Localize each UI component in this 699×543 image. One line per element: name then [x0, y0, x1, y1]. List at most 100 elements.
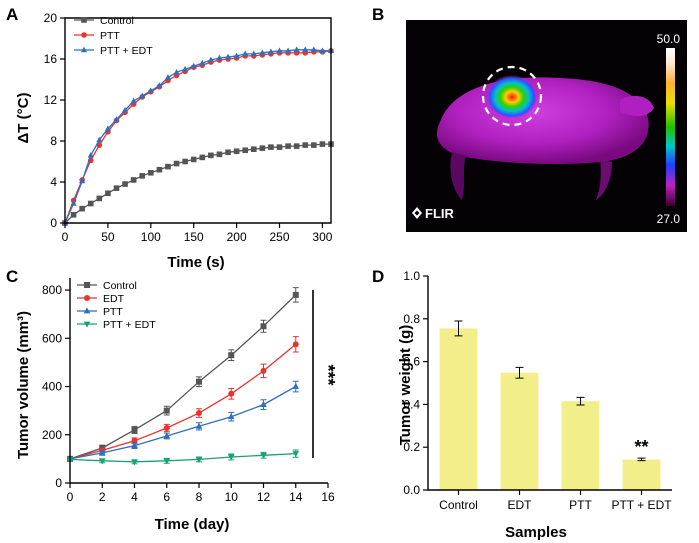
chart-a-data-point: [319, 47, 326, 54]
chart-c-data-point: [131, 442, 138, 449]
chart-a-data-point: [70, 200, 77, 206]
chart-a-data-point: [105, 190, 111, 197]
chart-a-legend-marker: [81, 32, 87, 38]
chart-a-data-point: [216, 54, 223, 61]
chart-c-x-tick-label: 6: [163, 490, 170, 504]
chart-a-data-point: [259, 49, 266, 56]
chart-c-data-point: [227, 413, 235, 420]
chart-c-x-title: Time (day): [155, 516, 230, 533]
chart-a-data-point: [224, 53, 232, 60]
chart-c-legend-label: PTT + EDT: [103, 319, 156, 331]
chart-a-data-point: [242, 147, 248, 154]
chart-d-x-title: Samples: [505, 524, 567, 541]
chart-d-category-label: Control: [439, 498, 478, 512]
chart-a-data-point: [147, 87, 154, 94]
chart-d-tumor-weight: ** 0.0 0.2 0.4 0.6 0.8 1.0 Control EDT PTT PTT + …: [397, 269, 672, 541]
chart-a-data-point: [259, 145, 266, 151]
chart-d-bar: [561, 401, 600, 490]
chart-a-data-point: [113, 116, 120, 122]
chart-d-y-tick-label: 0.2: [403, 440, 420, 454]
chart-d-y-tick-label: 0.0: [403, 483, 420, 497]
chart-a-legend-label: Control: [100, 15, 134, 27]
chart-a-data-point: [182, 65, 189, 72]
chart-c-series-line: [69, 343, 297, 460]
chart-a-data-point: [302, 142, 309, 148]
chart-a-data-point: [113, 185, 120, 191]
chart-c-data-point: [196, 378, 202, 385]
chart-a-x-tick-label: 250: [270, 230, 290, 244]
chart-d-y-tick-label: 0.8: [403, 312, 420, 326]
chart-a-data-point: [156, 166, 163, 173]
chart-a-data-point: [70, 212, 77, 218]
chart-a-data-point: [190, 62, 197, 69]
chart-a-x-tick-label: 300: [312, 230, 332, 244]
chart-c-data-point: [228, 352, 235, 359]
chart-a-series-control: [62, 141, 334, 226]
chart-d-bar: [622, 459, 661, 490]
chart-a-data-point: [216, 151, 223, 158]
chart-c-y-tick-label: 400: [42, 380, 62, 394]
chart-a-data-point: [250, 50, 257, 57]
chart-a-data-point: [276, 144, 283, 150]
panel-letter-d: D: [372, 267, 384, 286]
chart-c-data-point: [292, 291, 299, 298]
chart-c-series-line: [69, 294, 297, 460]
chart-a-data-point: [233, 52, 240, 59]
chart-c-y-tick-label: 200: [42, 428, 62, 442]
chart-a-y-tick-label: 8: [50, 134, 57, 148]
chart-c-data-point: [292, 341, 299, 348]
chart-c-data-point: [131, 426, 138, 433]
chart-d-category-label: PTT + EDT: [611, 498, 672, 512]
chart-c-series-edt: [67, 336, 299, 462]
chart-d-error-bar: [637, 457, 646, 462]
chart-c-data-point: [292, 451, 300, 458]
chart-a-legend-marker: [81, 17, 87, 23]
thermal-color-scale: [666, 48, 675, 206]
chart-a-axis-frame: [64, 17, 332, 224]
mouse-head-heat: [620, 95, 654, 117]
chart-a-data-point: [182, 158, 188, 165]
chart-c-data-point: [260, 367, 267, 374]
chart-a-data-point: [96, 136, 103, 143]
chart-a-y-tick-label: 4: [50, 175, 57, 189]
chart-c-y-tick-label: 0: [55, 476, 62, 490]
chart-a-y-tick-label: 0: [50, 216, 57, 230]
chart-c-x-tick-label: 10: [225, 490, 239, 504]
chart-a-legend-label: PTT + EDT: [100, 45, 153, 57]
chart-c-x-tick-label: 0: [67, 490, 74, 504]
chart-a-data-point: [302, 46, 309, 53]
chart-a-data-point: [276, 47, 283, 54]
chart-c-data-point: [195, 422, 203, 429]
chart-a-data-point: [225, 149, 231, 156]
chart-c-data-point: [163, 432, 171, 439]
chart-d-y-title: Tumor weight (g): [397, 325, 414, 446]
chart-d-error-bar: [576, 396, 585, 406]
chart-c-legend-label: Control: [103, 280, 137, 292]
panel-letter-c: C: [6, 267, 18, 286]
chart-c-data-point: [163, 425, 170, 432]
thermal-scale-max: 50.0: [657, 32, 681, 46]
chart-c-x-tick-label: 12: [257, 490, 271, 504]
chart-c-data-point: [195, 456, 203, 463]
chart-a-data-point: [164, 74, 172, 80]
chart-c-data-point: [228, 390, 235, 397]
chart-c-x-tick-label: 8: [196, 490, 203, 504]
chart-a-data-point: [139, 173, 146, 179]
chart-a-data-point: [121, 106, 129, 113]
chart-c-significance: ***: [318, 364, 338, 385]
chart-a-data-point: [87, 151, 94, 158]
chart-a-data-point: [87, 200, 94, 207]
chart-a-x-tick-label: 200: [227, 230, 247, 244]
chart-a-data-point: [139, 92, 146, 99]
chart-c-data-point: [98, 458, 106, 465]
chart-a-data-point: [156, 82, 163, 88]
chart-a-series-ptt: [62, 48, 334, 226]
chart-c-data-point: [227, 454, 235, 461]
chart-a-y-tick-label: 12: [44, 93, 58, 107]
thermal-image: 50.0 27.0 FLIR: [406, 20, 687, 232]
chart-a-data-point: [104, 125, 111, 131]
chart-a-data-point: [285, 47, 292, 54]
chart-d-error-bar: [515, 366, 524, 379]
chart-a-data-point: [79, 177, 86, 184]
chart-a-series-line: [64, 50, 332, 224]
